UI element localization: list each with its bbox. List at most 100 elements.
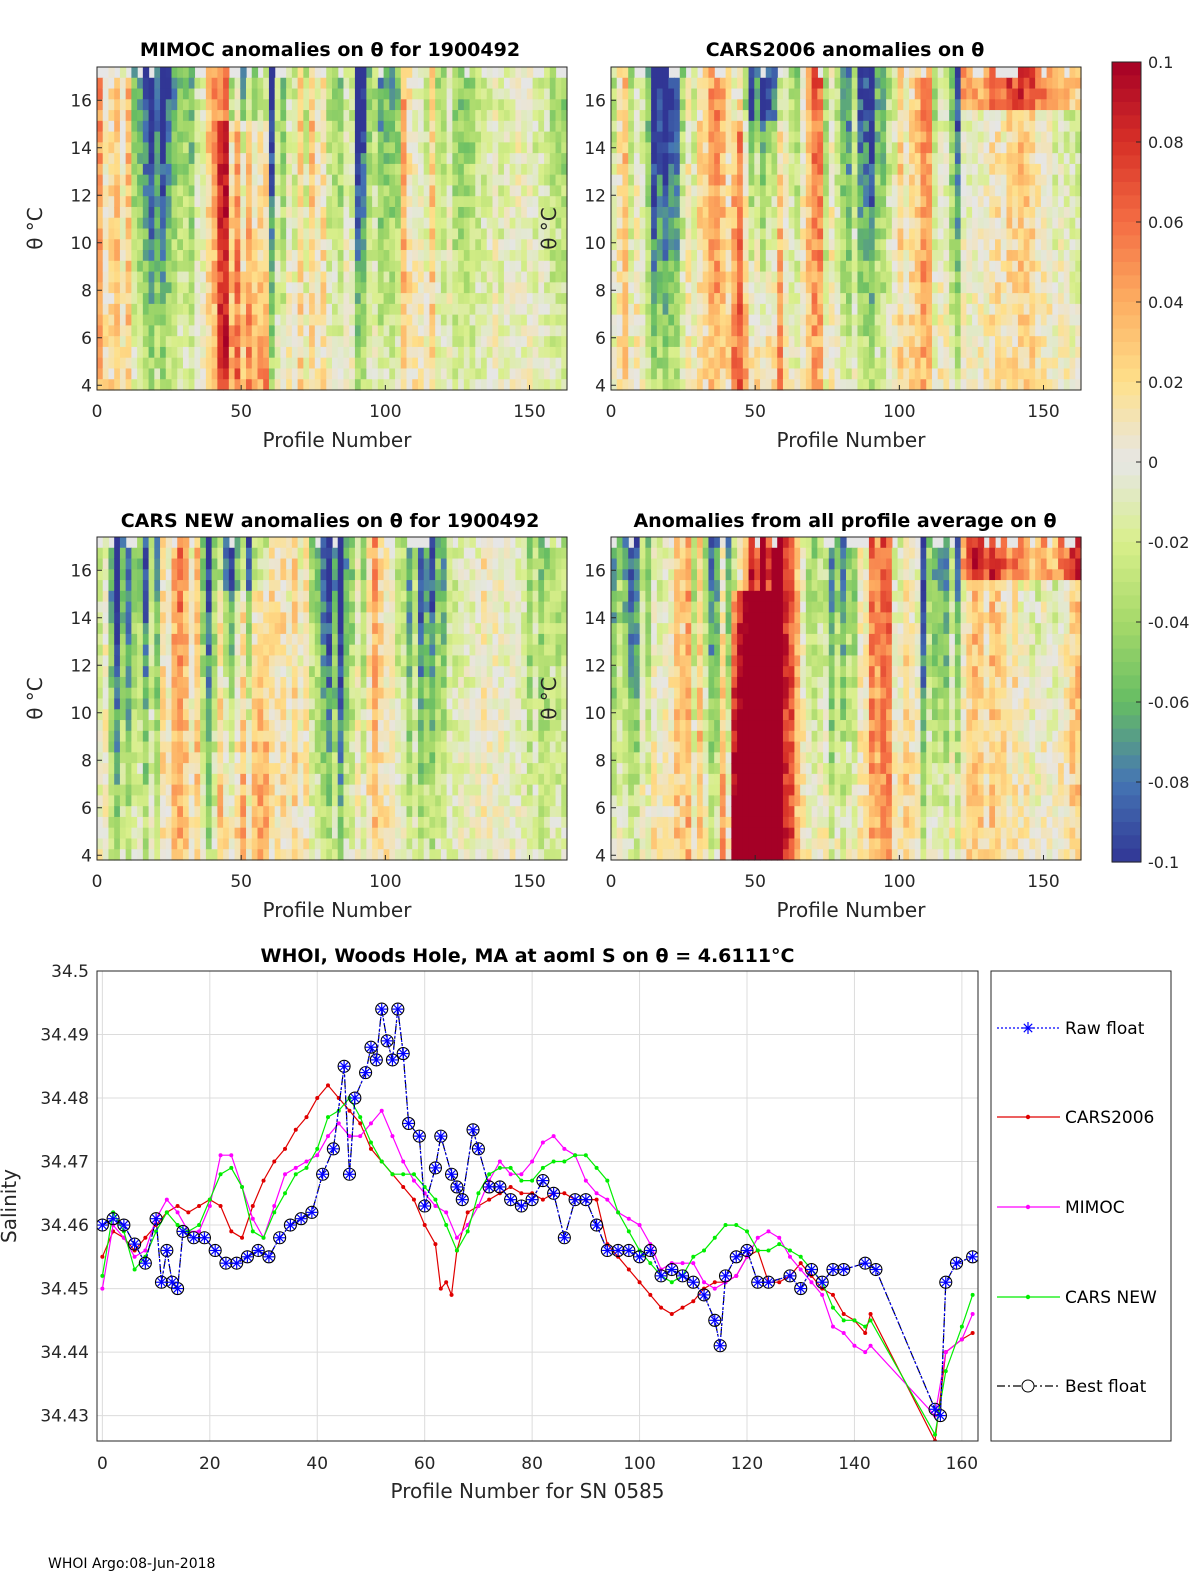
- heatmap-cell: [498, 131, 505, 143]
- heatmap-cell: [314, 67, 322, 79]
- heatmap-cell: [611, 131, 618, 143]
- heatmap-cell: [263, 217, 270, 230]
- heatmap-cell: [616, 282, 624, 294]
- heatmap-cell: [555, 206, 562, 219]
- heatmap-cell: [782, 196, 790, 208]
- heatmap-cell: [777, 357, 784, 370]
- heatmap-cell: [395, 120, 402, 133]
- heatmap-cell: [708, 314, 715, 326]
- heatmap-cell: [1017, 260, 1025, 273]
- heatmap-cell: [102, 676, 110, 689]
- heatmap-cell: [903, 110, 910, 122]
- heatmap-cell: [886, 368, 893, 380]
- heatmap-cell: [503, 260, 511, 273]
- heatmap-cell: [481, 174, 488, 187]
- heatmap-cell: [515, 357, 522, 370]
- heatmap-cell: [1006, 336, 1013, 348]
- heatmap-cell: [429, 379, 436, 391]
- heatmap-cell: [1035, 325, 1042, 337]
- heatmap-cell: [303, 260, 310, 273]
- heatmap-cell: [817, 239, 824, 251]
- heatmap-cell: [463, 346, 471, 359]
- heatmap-cell: [989, 131, 996, 143]
- heatmap-cell: [983, 99, 990, 111]
- heatmap-cell: [977, 282, 985, 294]
- heatmap-cell: [765, 217, 773, 230]
- heatmap-cell: [696, 346, 704, 359]
- heatmap-cell: [486, 120, 494, 133]
- heatmap-cell: [119, 346, 127, 359]
- heatmap-cell: [714, 185, 721, 197]
- heatmap-cell: [972, 325, 979, 337]
- heatmap-cell: [674, 368, 681, 380]
- heatmap-cell: [662, 217, 669, 230]
- heatmap-cell: [286, 250, 293, 262]
- heatmap-cell: [1035, 142, 1042, 154]
- heatmap-cell: [515, 282, 522, 294]
- heatmap-cell: [182, 325, 190, 337]
- heatmap-cell: [737, 67, 744, 79]
- heatmap-cell: [1075, 153, 1082, 165]
- heatmap-cell: [417, 314, 425, 326]
- heatmap-cell: [800, 271, 807, 283]
- heatmap-cell: [760, 228, 767, 240]
- heatmap-cell: [754, 77, 761, 90]
- heatmap-cell: [177, 67, 184, 79]
- heatmap-cell: [119, 163, 127, 176]
- heatmap-cell: [874, 153, 881, 165]
- heatmap-cell: [989, 293, 996, 305]
- heatmap-cell: [834, 185, 841, 197]
- heatmap-cell: [280, 293, 287, 305]
- heatmap-cell: [1063, 142, 1071, 154]
- heatmap-cell: [354, 314, 362, 326]
- heatmap-cell: [966, 163, 973, 176]
- heatmap-cell: [1063, 185, 1071, 197]
- heatmap-cell: [332, 346, 339, 359]
- heatmap-cell: [337, 206, 345, 219]
- heatmap-cell: [194, 293, 201, 305]
- heatmap-cell: [668, 228, 675, 240]
- heatmap-cell: [857, 217, 864, 230]
- heatmap-cell: [742, 379, 750, 391]
- heatmap-cell: [628, 163, 635, 176]
- heatmap-cell: [389, 303, 396, 316]
- heatmap-cell: [446, 293, 453, 305]
- heatmap-cell: [937, 217, 945, 230]
- heatmap-cell: [731, 120, 738, 133]
- heatmap-cell: [731, 88, 738, 100]
- heatmap-cell: [702, 217, 710, 230]
- heatmap-cell: [834, 260, 841, 273]
- heatmap-cell: [125, 368, 132, 380]
- heatmap-cell: [633, 260, 641, 273]
- heatmap-cell: [760, 206, 767, 219]
- heatmap-cell: [708, 293, 715, 305]
- heatmap-cell: [383, 174, 390, 187]
- heatmap-cell: [251, 282, 259, 294]
- heatmap-cell: [966, 282, 973, 294]
- x-axis-label: Profile Number: [777, 428, 927, 452]
- heatmap-cell: [326, 77, 333, 90]
- heatmap-cell: [200, 142, 207, 154]
- heatmap-cell: [1046, 174, 1053, 187]
- heatmap-cell: [840, 131, 847, 143]
- heatmap-cell: [526, 271, 534, 283]
- heatmap-cell: [555, 174, 562, 187]
- heatmap-cell: [972, 196, 979, 208]
- heatmap-cell: [805, 379, 813, 391]
- heatmap-cell: [446, 357, 453, 370]
- heatmap-cell: [297, 239, 304, 251]
- heatmap-cell: [611, 271, 618, 283]
- heatmap-cell: [326, 314, 333, 326]
- heatmap-cell: [685, 336, 692, 348]
- heatmap-cell: [171, 368, 178, 380]
- heatmap-cell: [754, 67, 761, 79]
- heatmap-cell: [782, 325, 790, 337]
- heatmap-cell: [538, 368, 545, 380]
- heatmap-cell: [1029, 110, 1036, 122]
- heatmap-cell: [549, 110, 557, 122]
- heatmap-cell: [486, 196, 494, 208]
- heatmap-cell: [251, 163, 259, 176]
- heatmap-cell: [366, 239, 373, 251]
- heatmap-cell: [1006, 131, 1013, 143]
- heatmap-cell: [526, 110, 534, 122]
